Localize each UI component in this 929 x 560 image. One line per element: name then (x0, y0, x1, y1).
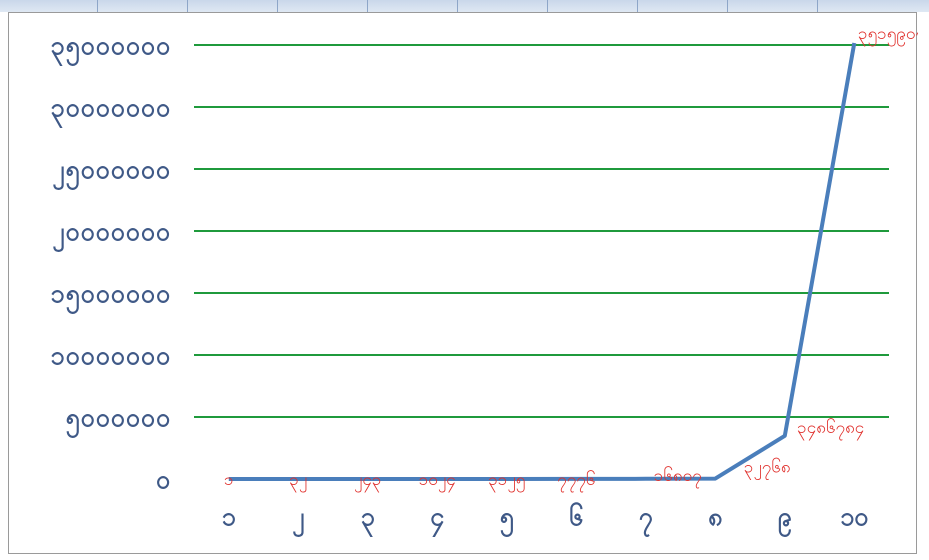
chart-area: ၀ ၅၀၀၀၀၀၀ ၁၀၀၀၀၀၀၀ ၁၅၀၀၀၀၀၀ ၂၀၀၀၀၀၀၀ ၂၅၀၀၀၀၀၀… (8, 12, 919, 554)
x-tick-label: ၇ (639, 502, 653, 537)
y-tick-label: ၁၅၀၀၀၀၀၀ (51, 279, 172, 314)
strip-separator (637, 0, 638, 12)
y-axis-tick-labels: ၀ ၅၀၀၀၀၀၀ ၁၀၀၀၀၀၀၀ ၁၅၀၀၀၀၀၀ ၂၀၀၀၀၀၀၀ ၂၅၀၀၀၀၀၀… (51, 31, 172, 494)
strip-separator (547, 0, 548, 12)
data-label: ၃၁၂၅ (488, 470, 525, 493)
y-tick-label: ၁၀၀၀၀၀၀၀ (51, 341, 172, 370)
data-label: ၃၄၈၆၇၈၄ (797, 417, 864, 441)
strip-separator (457, 0, 458, 12)
strip-separator (817, 0, 818, 12)
gridlines (194, 44, 889, 418)
y-tick-label: ၃၀၀၀၀၀၀၀ (51, 93, 172, 128)
x-tick-label: ၉ (778, 502, 792, 537)
y-tick-label: ၀ (156, 465, 171, 494)
x-tick-label: ၈ (708, 502, 722, 531)
data-label: ၃၂ (289, 470, 307, 493)
strip-separator (277, 0, 278, 12)
x-tick-label: ၄ (430, 502, 444, 537)
data-label: ၁၆၈၀၇ (654, 465, 702, 489)
window-top-strip (0, 0, 929, 12)
strip-separator (727, 0, 728, 12)
y-tick-label: ၂၅၀၀၀၀၀၀ (52, 155, 171, 190)
series-line (228, 42, 857, 481)
data-label: ၃၅၁၅၉၀၇၆ (858, 23, 918, 47)
strip-separator (97, 0, 98, 12)
x-tick-label: ၁ (222, 502, 236, 531)
x-tick-label: ၂ (292, 502, 304, 537)
x-tick-label: ၆ (569, 502, 583, 531)
strip-separator (187, 0, 188, 12)
series-lines (228, 42, 857, 481)
x-tick-label: ၁၀ (840, 502, 868, 531)
x-tick-label: ၃ (361, 502, 375, 537)
line-chart: ၀ ၅၀၀၀၀၀၀ ၁၀၀၀၀၀၀၀ ၁၅၀၀၀၀၀၀ ၂၀၀၀၀၀၀၀ ၂၅၀၀၀၀၀၀… (51, 23, 919, 537)
y-tick-label: ၂၀၀၀၀၀၀၀ (52, 217, 171, 252)
data-label: ၁ (224, 470, 234, 490)
strip-separator (367, 0, 368, 12)
data-label: ၃၂၇၆၈ (744, 457, 791, 481)
data-label: ၂၄၃ (354, 470, 381, 493)
x-axis-tick-labels: ၁ ၂ ၃ ၄ ၅ ၆ ၇ ၈ ၉ ၁၀ (222, 502, 869, 537)
data-label: ၇၇၇၆ (557, 469, 595, 493)
data-label: ၁၀၂၄ (419, 470, 456, 493)
y-tick-label: ၅၀၀၀၀၀၀ (66, 403, 171, 438)
y-tick-label: ၃၅၀၀၀၀၀၀ (51, 31, 172, 66)
x-tick-label: ၅ (500, 502, 514, 537)
